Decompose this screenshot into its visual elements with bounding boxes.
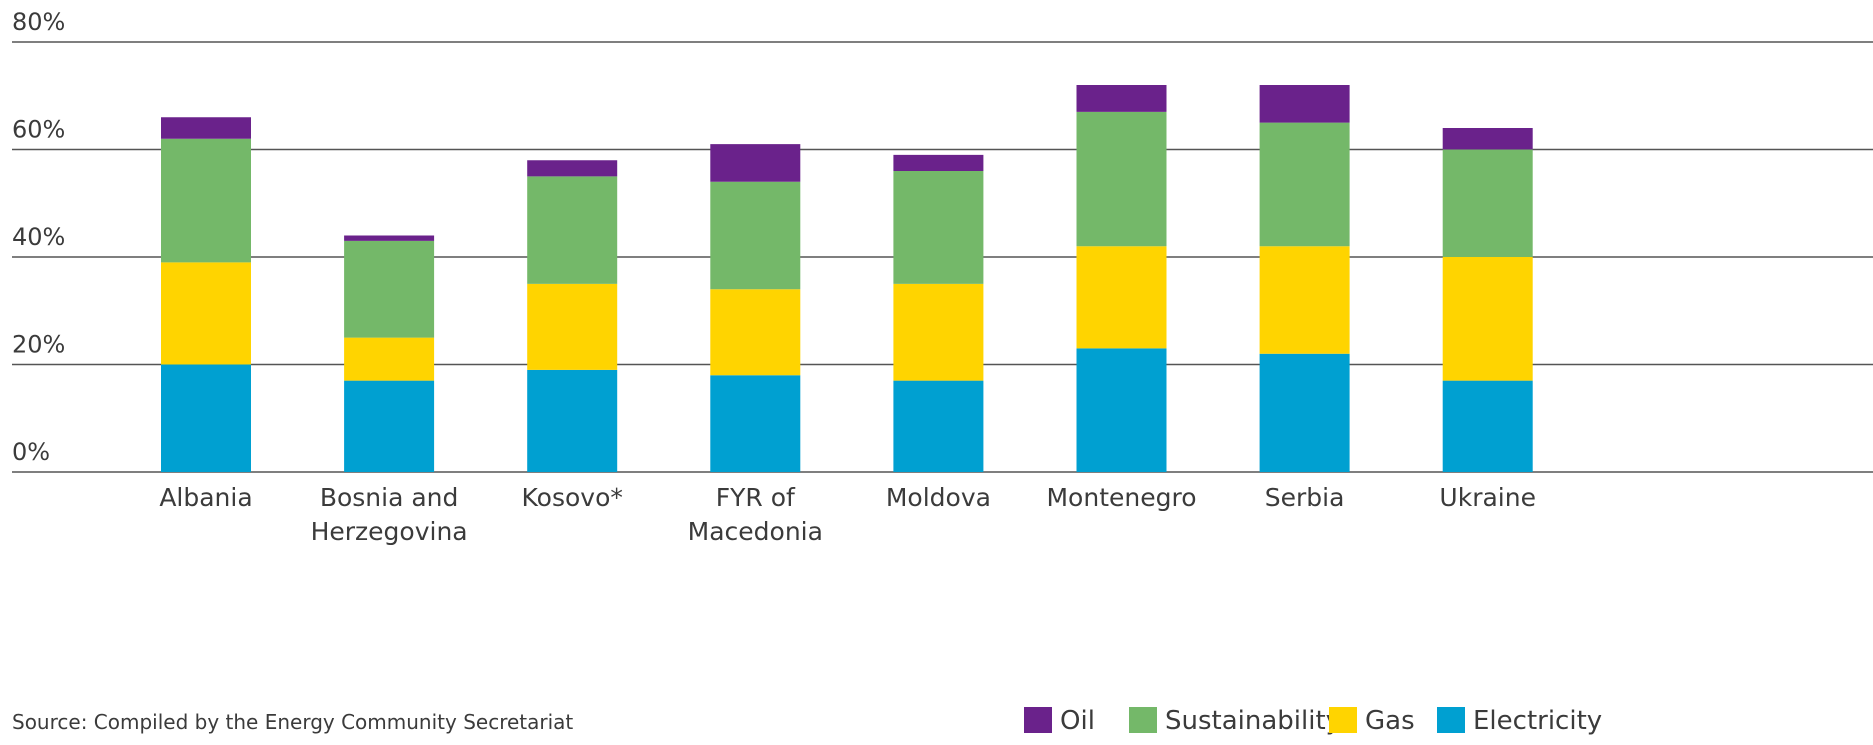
bar-segment-electricity (710, 375, 801, 472)
x-category-label: FYR of Macedonia (688, 483, 823, 546)
bar-segment-gas (1076, 246, 1167, 349)
legend-label-electricity: Electricity (1473, 706, 1602, 736)
legend-label-oil: Oil (1060, 706, 1095, 736)
x-category-label: Montenegro (1046, 483, 1196, 512)
bar-segment-sustainability (710, 181, 801, 290)
legend-swatch-electricity (1437, 707, 1465, 733)
x-category-label: Kosovo* (522, 483, 623, 512)
bar-segment-sustainability (1259, 122, 1350, 247)
legend-label-gas: Gas (1365, 706, 1415, 736)
bar-segment-sustainability (161, 138, 251, 263)
legend-swatch-oil (1024, 707, 1052, 733)
bar-segment-oil (1442, 128, 1533, 150)
y-tick-label: 60% (12, 116, 65, 144)
bar-segment-oil (161, 117, 251, 139)
bar-segment-electricity (1259, 353, 1350, 472)
bar-segment-oil (1076, 85, 1167, 112)
y-tick-label: 80% (12, 8, 65, 36)
bar-segment-electricity (893, 380, 984, 472)
source-note: Source: Compiled by the Energy Community… (12, 710, 573, 734)
x-category-label: Ukraine (1439, 483, 1536, 512)
bar-segment-oil (344, 235, 435, 241)
x-category-label: Moldova (886, 483, 991, 512)
y-tick-label: 0% (12, 438, 50, 466)
bar-segment-electricity (161, 364, 251, 472)
legend: Oil Sustainability Gas Electricity (1024, 706, 1602, 736)
x-category-label: Albania (159, 483, 252, 512)
y-axis-ticks: 0% 20% 40% 60% 80% (12, 8, 65, 466)
y-tick-label: 20% (12, 331, 65, 359)
bar-segment-electricity (1442, 380, 1533, 472)
bars (161, 85, 1533, 472)
bar-segment-sustainability (1076, 111, 1167, 247)
bar-segment-electricity (1076, 348, 1167, 472)
x-category-label: Serbia (1265, 483, 1345, 512)
bar-segment-oil (893, 154, 984, 171)
bar-segment-electricity (527, 369, 618, 472)
x-category-label: Bosnia and Herzegovina (311, 483, 468, 546)
bar-segment-gas (1259, 246, 1350, 354)
bar-segment-gas (344, 337, 435, 381)
y-tick-label: 40% (12, 223, 65, 251)
bar-segment-oil (710, 144, 801, 182)
legend-swatch-gas (1329, 707, 1357, 733)
legend-swatch-sustainability (1129, 707, 1157, 733)
legend-label-sustainability: Sustainability (1165, 706, 1341, 736)
bar-segment-sustainability (527, 176, 618, 284)
bar-segment-gas (1442, 257, 1533, 381)
bar-segment-oil (527, 160, 618, 177)
bar-segment-gas (893, 283, 984, 381)
x-axis-categories: Albania Bosnia and Herzegovina Kosovo* FYR o… (159, 483, 1536, 546)
bar-segment-oil (1259, 85, 1350, 123)
bar-segment-sustainability (893, 171, 984, 284)
bar-segment-sustainability (1442, 149, 1533, 257)
bar-segment-gas (710, 289, 801, 376)
bar-segment-gas (527, 283, 618, 370)
bar-segment-sustainability (344, 240, 435, 338)
bar-segment-gas (161, 262, 251, 365)
bar-segment-electricity (344, 380, 435, 472)
